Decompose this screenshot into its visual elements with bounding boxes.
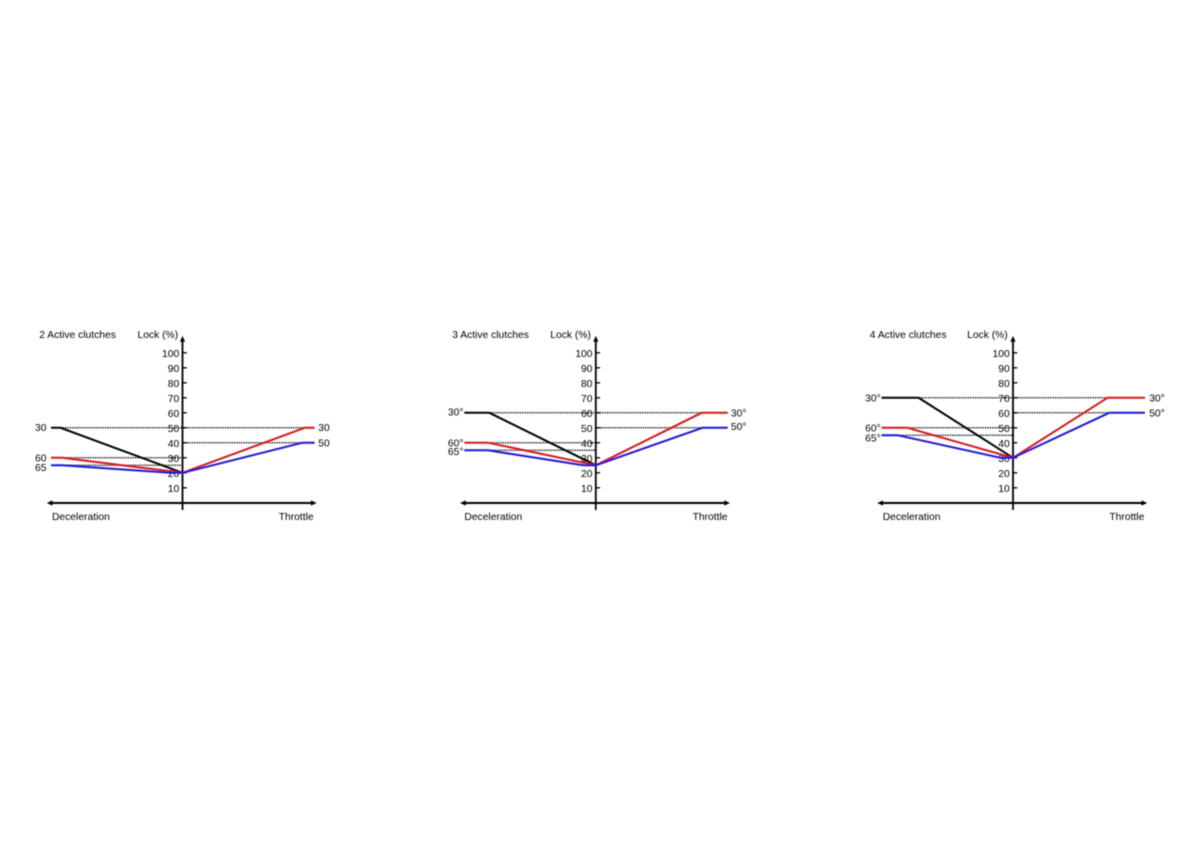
svg-text:60: 60 <box>168 409 180 420</box>
svg-text:60: 60 <box>581 409 593 420</box>
svg-text:Throttle: Throttle <box>279 512 314 523</box>
svg-text:10: 10 <box>168 484 180 495</box>
svg-text:70: 70 <box>581 394 593 405</box>
svg-text:10: 10 <box>998 484 1010 495</box>
svg-text:Deceleration: Deceleration <box>464 512 522 523</box>
svg-text:30: 30 <box>581 454 593 465</box>
svg-text:65°: 65° <box>865 433 881 444</box>
svg-text:100: 100 <box>993 349 1010 360</box>
svg-text:80: 80 <box>581 379 593 390</box>
svg-text:90: 90 <box>581 364 593 375</box>
svg-text:100: 100 <box>162 349 179 360</box>
svg-text:50: 50 <box>318 438 330 449</box>
svg-text:50: 50 <box>168 424 180 435</box>
svg-text:Throttle: Throttle <box>693 512 728 523</box>
svg-text:50: 50 <box>581 424 593 435</box>
svg-text:65°: 65° <box>448 447 464 458</box>
svg-text:100: 100 <box>575 349 592 360</box>
svg-text:70: 70 <box>998 394 1010 405</box>
svg-text:70: 70 <box>168 394 180 405</box>
svg-text:30°: 30° <box>731 408 747 419</box>
svg-text:20: 20 <box>998 469 1010 480</box>
svg-text:Lock (%): Lock (%) <box>550 330 591 341</box>
svg-text:2 Active clutches: 2 Active clutches <box>39 330 116 341</box>
svg-text:Deceleration: Deceleration <box>883 512 941 523</box>
svg-text:30: 30 <box>35 423 47 434</box>
svg-text:30: 30 <box>998 454 1010 465</box>
svg-text:30°: 30° <box>1149 393 1165 404</box>
svg-text:10: 10 <box>581 484 593 495</box>
svg-text:Throttle: Throttle <box>1109 512 1144 523</box>
svg-text:90: 90 <box>998 364 1010 375</box>
svg-text:40: 40 <box>998 439 1010 450</box>
svg-text:4 Active clutches: 4 Active clutches <box>870 330 947 341</box>
svg-text:50: 50 <box>998 424 1010 435</box>
svg-text:50°: 50° <box>731 422 747 433</box>
svg-text:60°: 60° <box>448 438 464 449</box>
svg-text:30°: 30° <box>865 393 881 404</box>
svg-text:3 Active clutches: 3 Active clutches <box>452 330 529 341</box>
svg-text:20: 20 <box>581 469 593 480</box>
svg-text:60: 60 <box>35 454 47 465</box>
svg-text:50°: 50° <box>1149 408 1165 419</box>
svg-text:30: 30 <box>168 454 180 465</box>
svg-text:40: 40 <box>168 439 180 450</box>
svg-text:Lock (%): Lock (%) <box>967 330 1008 341</box>
svg-text:40: 40 <box>581 439 593 450</box>
svg-text:30°: 30° <box>448 408 464 419</box>
svg-text:60: 60 <box>998 409 1010 420</box>
svg-text:90: 90 <box>168 364 180 375</box>
svg-text:Deceleration: Deceleration <box>52 512 110 523</box>
svg-text:Lock (%): Lock (%) <box>138 330 179 341</box>
svg-text:20: 20 <box>168 469 180 480</box>
svg-text:65: 65 <box>35 463 47 474</box>
svg-text:80: 80 <box>998 379 1010 390</box>
svg-text:30: 30 <box>318 423 330 434</box>
svg-text:60°: 60° <box>865 424 881 435</box>
svg-text:80: 80 <box>168 379 180 390</box>
